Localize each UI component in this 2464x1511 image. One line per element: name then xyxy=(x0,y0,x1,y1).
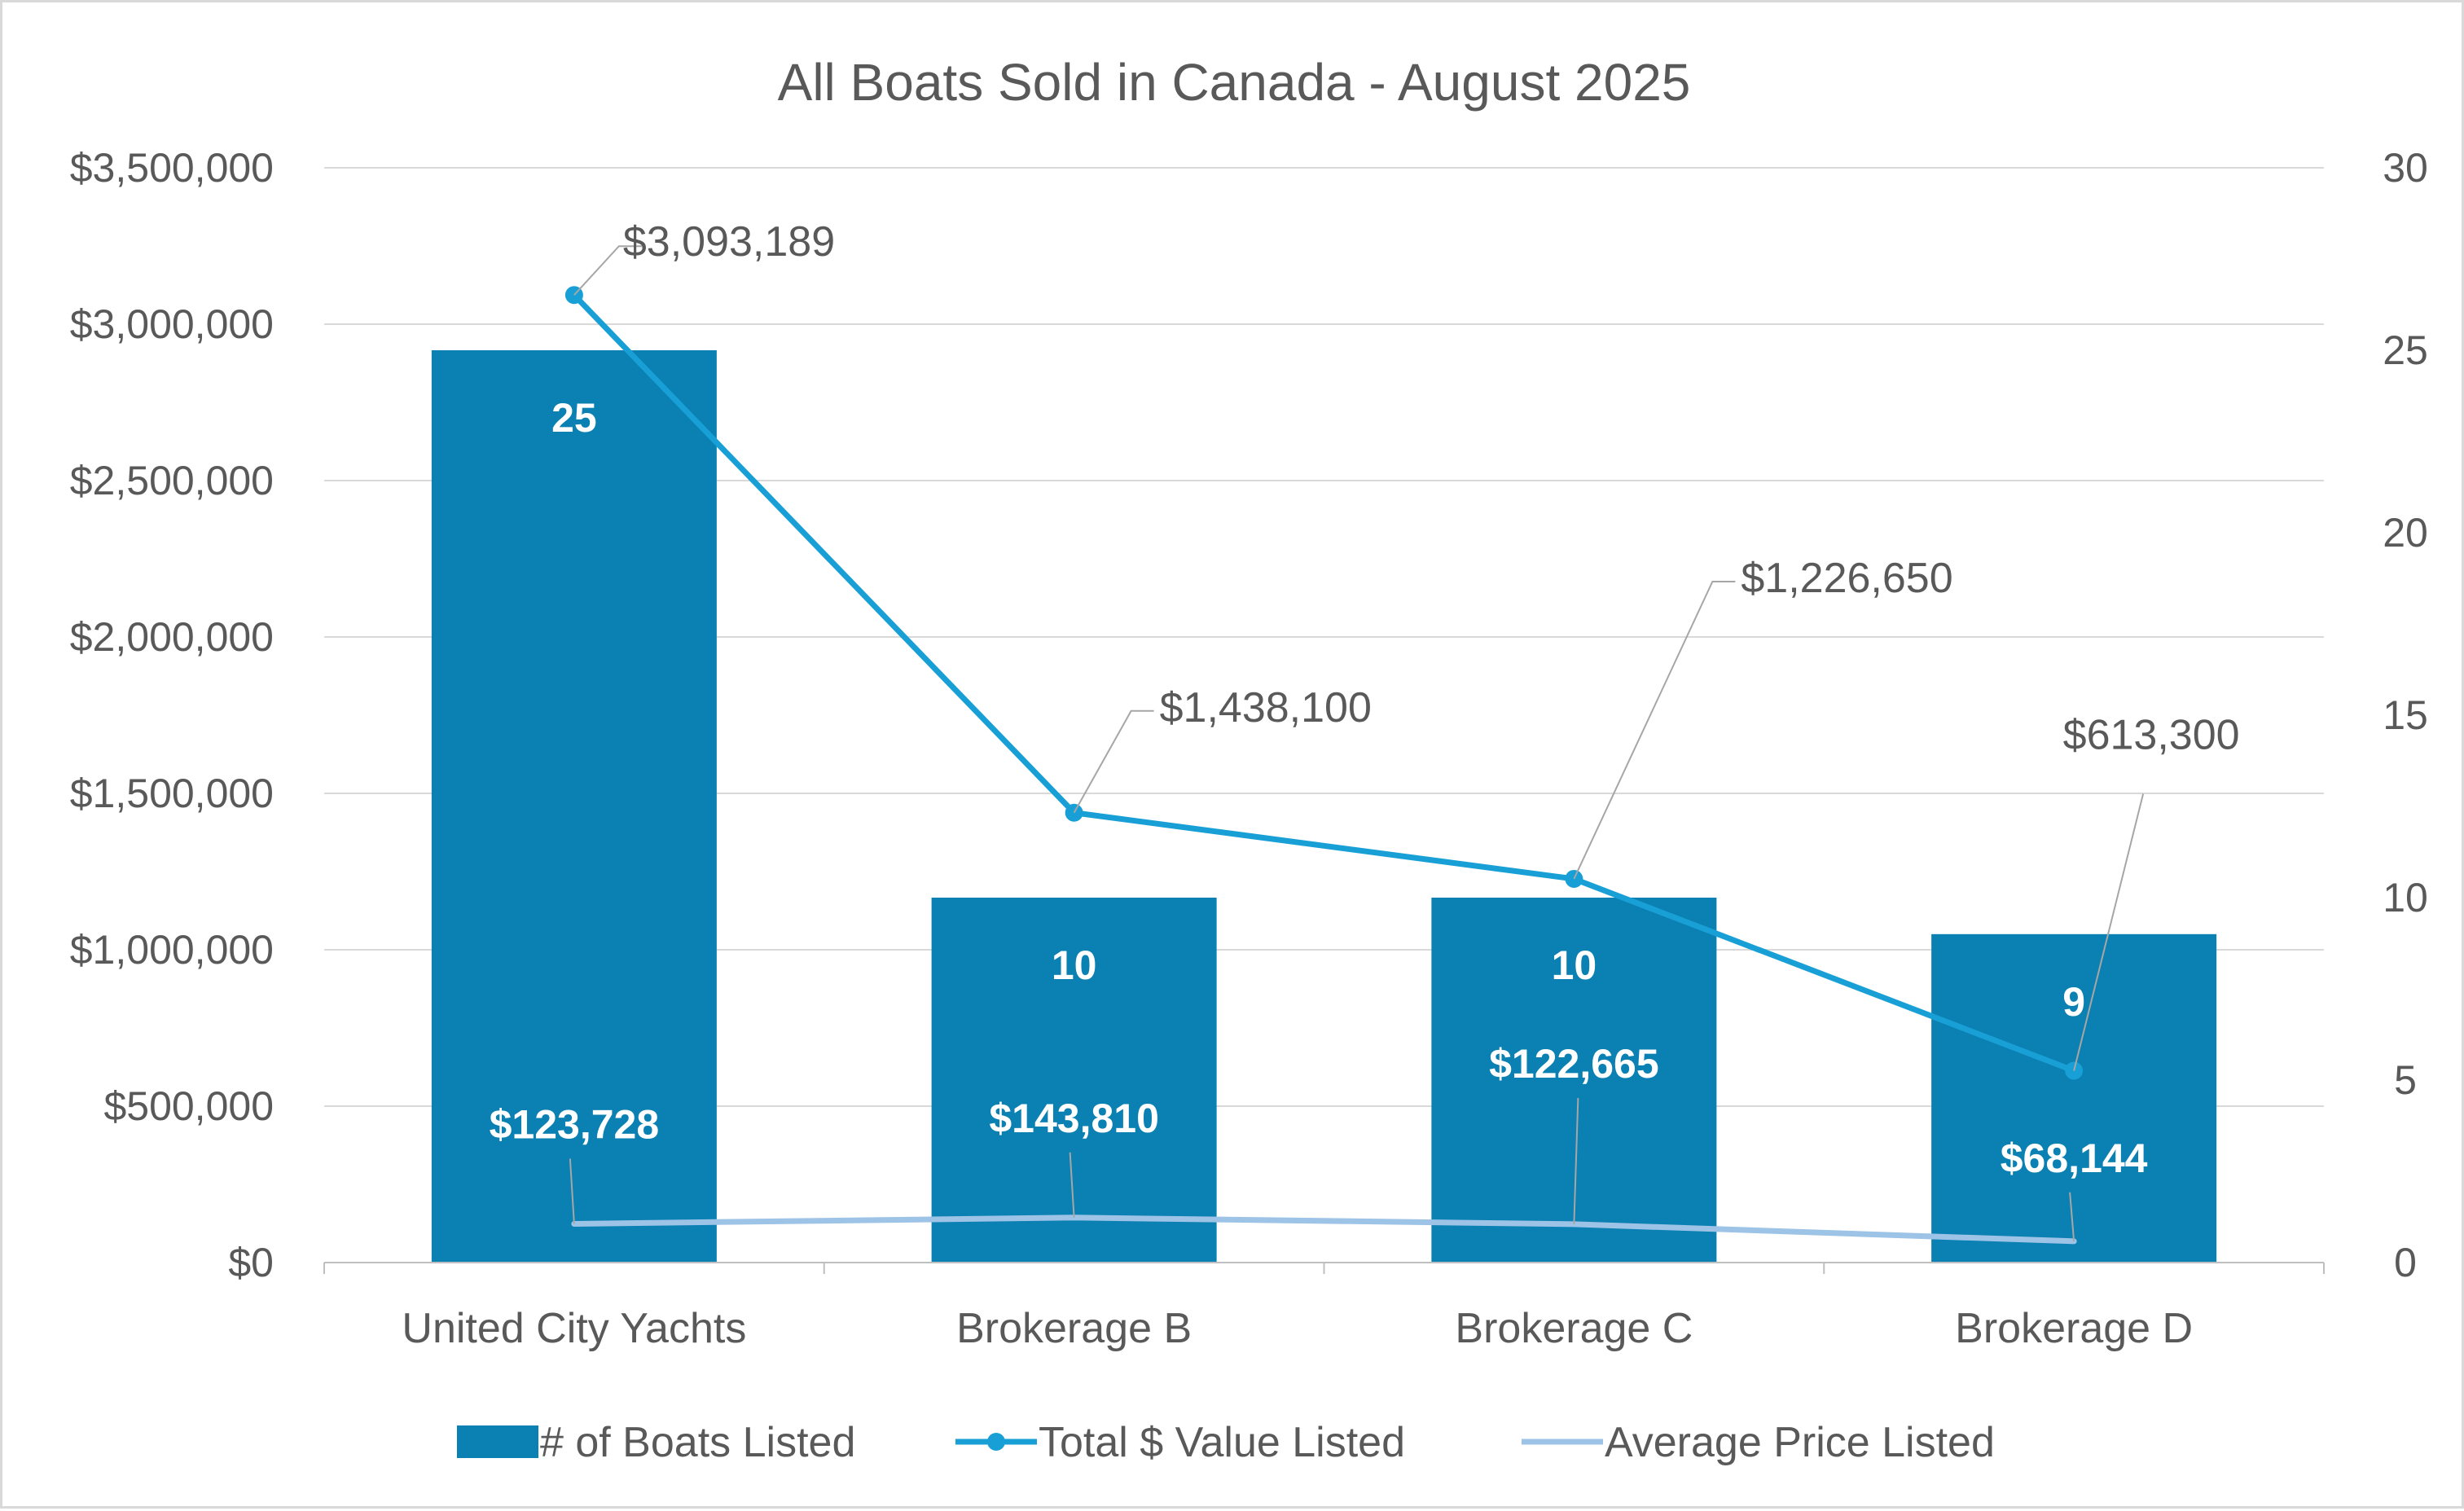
legend-label-average: Average Price Listed xyxy=(1605,1419,1995,1466)
y-left-tick-label: $3,000,000 xyxy=(70,301,274,347)
y-left-tick-label: $2,500,000 xyxy=(70,458,274,503)
leader-line xyxy=(569,1158,575,1224)
average-price-label: $123,728 xyxy=(490,1101,660,1147)
bar xyxy=(1931,933,2217,1263)
category-label: Brokerage C xyxy=(1455,1305,1693,1352)
bars xyxy=(431,350,2217,1263)
legend: # of Boats Listed Total $ Value Listed Ave… xyxy=(457,1419,1995,1466)
leader-line xyxy=(573,245,642,296)
legend-swatch-boats xyxy=(457,1425,538,1458)
y-right-tick-label: 5 xyxy=(2394,1057,2417,1103)
y-right-tick-label: 15 xyxy=(2383,692,2428,738)
chart-title: All Boats Sold in Canada - August 2025 xyxy=(778,53,1691,112)
y-right-tick-label: 25 xyxy=(2383,327,2428,373)
bar-value-label: 10 xyxy=(1052,942,1097,988)
total-value-label: $3,093,189 xyxy=(623,218,835,266)
axes: $0 $500,000 $1,000,000 $1,500,000 $2,000,000… xyxy=(70,145,2428,1352)
lines xyxy=(564,286,2084,1245)
y-left-tick-label: $0 xyxy=(228,1240,274,1285)
y-left-tick-label: $500,000 xyxy=(103,1083,274,1129)
category-label: Brokerage B xyxy=(956,1305,1192,1352)
bar xyxy=(431,350,717,1263)
leader-line xyxy=(1073,709,1154,814)
y-right-tick-label: 0 xyxy=(2394,1240,2417,1285)
total-value-label: $1,438,100 xyxy=(1160,684,1372,731)
leader-line xyxy=(2073,793,2145,1071)
y-right-tick-label: 30 xyxy=(2383,145,2428,191)
bar-value-label: 10 xyxy=(1552,942,1597,988)
total-value-label: $613,300 xyxy=(2063,711,2240,758)
bar-value-label: 9 xyxy=(2062,979,2085,1025)
total-value-line xyxy=(572,292,2075,1074)
average-price-label: $143,810 xyxy=(989,1096,1159,1141)
bar xyxy=(931,898,1217,1263)
leader-line xyxy=(2069,1192,2075,1241)
bar-value-label: 25 xyxy=(551,395,597,441)
leader-line xyxy=(1573,580,1736,880)
category-label: United City Yachts xyxy=(402,1305,746,1352)
y-left-tick-label: $1,500,000 xyxy=(70,771,274,816)
total-value-label: $1,226,650 xyxy=(1741,555,1952,602)
category-label: Brokerage D xyxy=(1955,1305,2193,1352)
legend-label-boats: # of Boats Listed xyxy=(540,1419,855,1466)
y-right-tick-label: 10 xyxy=(2383,875,2428,920)
legend-marker-total xyxy=(987,1433,1005,1451)
legend-label-total: Total $ Value Listed xyxy=(1039,1419,1405,1466)
average-price-line xyxy=(571,1215,2077,1245)
leader-line xyxy=(1069,1152,1075,1218)
average-price-label: $68,144 xyxy=(2001,1135,2148,1181)
data-labels: 25 10 10 9 $3,093,189 $1,438,100 $1,226,650 $61… xyxy=(490,218,2240,1241)
y-left-tick-label: $1,000,000 xyxy=(70,927,274,973)
y-right-tick-label: 20 xyxy=(2383,510,2428,556)
average-price-label: $122,665 xyxy=(1489,1041,1659,1087)
y-left-tick-label: $2,000,000 xyxy=(70,614,274,660)
leader-line xyxy=(1573,1097,1579,1224)
y-left-tick-label: $3,500,000 xyxy=(70,145,274,191)
